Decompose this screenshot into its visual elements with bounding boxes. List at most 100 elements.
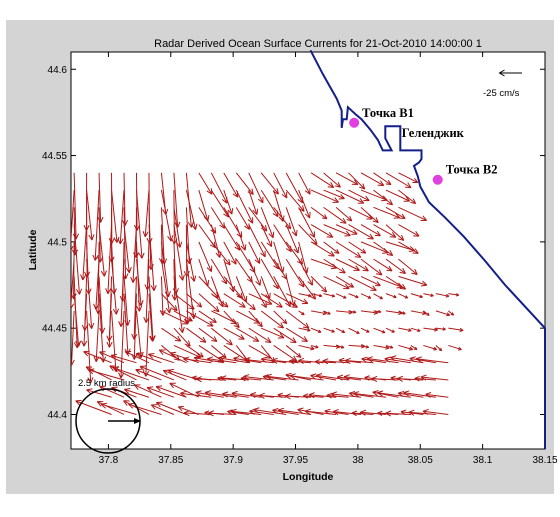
current-arrow [99,351,125,364]
current-arrow-head [75,399,82,402]
current-arrow [98,276,103,334]
current-arrow-head [165,307,170,314]
place-labels: Геленджик [402,126,465,140]
current-arrow [236,310,260,324]
current-arrow-head [420,284,427,287]
current-arrow-head [248,223,250,230]
current-arrow-head [414,177,419,183]
current-arrow-head [415,358,422,363]
current-arrow-head [276,210,279,217]
current-arrow-head [185,258,190,265]
current-arrow-head [100,216,104,223]
current-arrow [248,172,264,204]
current-arrow [260,207,274,238]
current-arrow-head [365,346,369,349]
current-arrow-head [257,324,263,328]
current-arrow-head [230,408,237,412]
current-arrow-head [162,370,168,376]
current-arrow-head [82,274,87,281]
current-arrow-head [350,282,355,288]
current-arrow-head [93,355,97,362]
current-arrow-head [318,295,323,298]
current-arrow-head [422,280,428,286]
current-arrow-head [376,281,381,286]
current-arrow-head [233,285,236,292]
current-arrow-head [361,356,368,360]
current-arrow-head [210,188,213,195]
scale-arrowhead [498,69,505,77]
current-arrow [408,411,436,415]
current-arrow-head [269,292,271,299]
current-arrow [73,276,78,348]
current-arrow [289,375,324,381]
current-arrow-head [349,391,356,394]
current-arrow-head [410,201,416,205]
current-arrow-head [459,329,464,332]
current-arrow-head [71,293,75,300]
current-arrow-head [285,374,291,379]
current-arrow-head [140,300,144,306]
current-arrow-head [258,395,265,399]
current-arrow-head [163,258,168,265]
current-arrow-head [128,402,135,405]
current-arrow-head [188,316,193,322]
current-arrow-head [190,313,195,319]
current-arrow-head [308,392,315,396]
current-arrow-head [87,377,92,384]
current-arrow-head [265,225,268,232]
current-arrow-head [310,375,316,380]
current-arrow [173,259,176,301]
current-arrow-head [95,308,99,314]
current-arrow-head [397,392,404,398]
current-arrow-head [171,308,178,312]
current-arrow-head [268,233,274,239]
current-arrow-head [199,302,203,308]
current-arrow-head [240,359,248,361]
current-arrow [398,224,420,237]
current-arrow [183,358,212,364]
current-arrow-head [422,313,427,316]
current-arrow-head [438,349,442,352]
current-arrow [210,276,224,307]
current-arrow [409,357,436,364]
current-arrow-head [422,408,429,412]
current-arrow [84,276,88,331]
current-arrow-head [365,195,370,201]
current-arrow-head [187,221,192,228]
current-arrow-head [188,307,195,310]
current-arrow-head [91,322,95,329]
current-arrow-head [250,276,253,283]
current-arrow [73,241,75,300]
current-arrow [360,293,372,299]
current-arrow [198,189,209,222]
current-arrow [348,310,357,313]
current-arrow [223,207,243,238]
current-arrow [360,241,389,254]
current-arrow-head [326,392,333,396]
current-arrow-head [377,390,384,394]
current-arrow-head [193,312,197,319]
current-arrow [310,172,334,188]
current-arrow [198,241,212,272]
current-arrow-head [344,357,351,361]
current-arrow-head [334,185,341,188]
current-arrow-head [330,182,335,188]
current-arrow [323,275,350,290]
current-arrow-head [297,407,304,411]
current-arrow [332,411,362,415]
current-arrow-head [390,377,396,381]
current-arrow-head [298,360,304,364]
current-arrow [373,206,400,219]
current-arrow-head [220,356,225,363]
current-arrow-head [253,266,256,273]
current-arrow-head [306,267,309,274]
current-arrow [111,190,118,243]
current-arrow [397,378,424,381]
current-arrow-head [364,375,370,378]
current-arrow [73,172,77,240]
current-arrow-head [261,303,267,309]
current-arrow-head [71,359,75,366]
current-arrow-head [262,374,269,377]
current-arrow-head [72,233,77,240]
current-arrow [98,293,104,363]
